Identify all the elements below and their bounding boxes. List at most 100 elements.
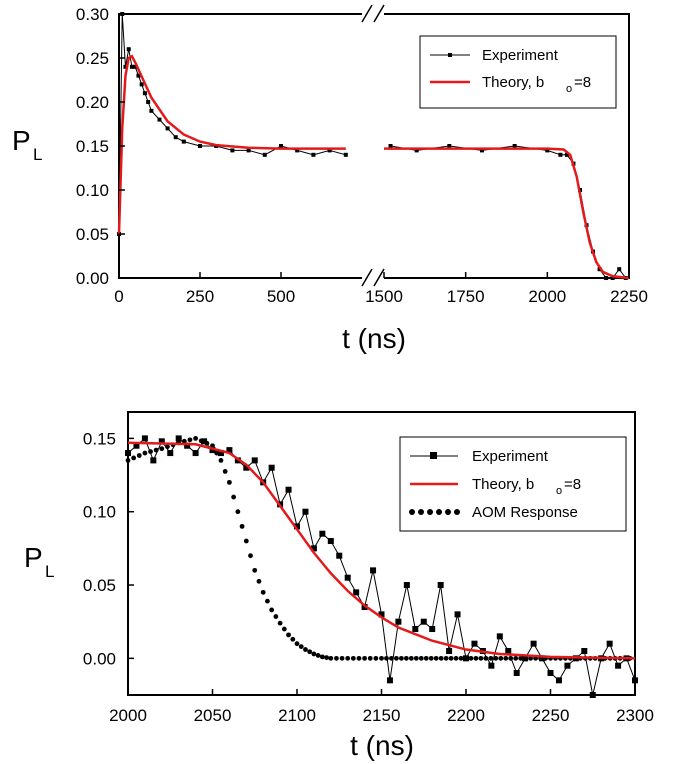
bottom-series-layer [125,435,638,698]
top-legend-box [419,35,617,109]
bottom-aom-dot [408,655,414,661]
bottom-experiment-point [251,457,258,464]
top-experiment-point [165,126,170,131]
bottom-legend: Experiment Theory, b o =8 AOM Response [399,436,627,532]
top-experiment-point [133,64,138,69]
bottom-experiment-point [150,457,157,464]
bottom-aom-dot [433,655,439,661]
bottom-aom-dot [159,446,165,452]
bottom-x-tick-label: 2100 [278,706,316,725]
bottom-aom-dot [243,538,249,544]
bottom-chart: 2000 2050 2100 2150 2200 2250 2300 0.00 0.05 0.10… [24,411,654,761]
bottom-experiment-point [285,486,292,493]
bottom-x-tick-label: 2150 [363,706,401,725]
bottom-aom-dot [248,553,253,559]
bottom-aom-dot [413,655,419,661]
bottom-experiment-point [522,655,529,662]
bottom-experiment-point [209,447,216,454]
bottom-experiment-point [201,438,208,445]
top-y-tick-label: 0.15 [76,137,109,156]
top-axis-break-mark [361,4,373,23]
bottom-aom-dot [265,598,270,604]
top-y-tick-label: 0.30 [76,5,109,24]
top-y-axis-title: P L [12,125,42,164]
top-experiment-point [604,276,609,280]
bottom-aom-dot [438,655,444,661]
bottom-aom-dot [187,437,193,443]
bottom-experiment-point [344,574,351,581]
top-axis-break-gap-bottom [362,270,384,286]
top-experiment-point [126,47,131,52]
bottom-legend-swatch-aom [409,509,460,515]
top-experiment-point [343,152,348,157]
bottom-x-tick-label: 2300 [616,706,654,725]
top-y-tick-label: 0.05 [76,225,109,244]
top-experiment-point [142,91,147,96]
top-experiment-point [480,148,484,153]
top-legend-label-theory: Theory, b [482,74,544,91]
bottom-experiment-point [386,677,393,684]
top-experiment-point [262,152,267,157]
bottom-experiment-point [606,640,613,647]
bottom-experiment-point [488,662,495,669]
bottom-aom-dot [210,443,215,449]
bottom-experiment-point [319,530,326,537]
bottom-aom-dot [334,655,339,661]
bottom-experiment-point [217,450,224,457]
bottom-axes: 2000 2050 2100 2150 2200 2250 2300 0.00 0.05 0.10… [83,429,654,725]
bottom-aom-dot [294,641,300,647]
bottom-legend-label-theory-suffix: =8 [564,476,581,493]
top-experiment-point [198,144,202,148]
bottom-experiment-point [429,626,436,633]
bottom-aom-dot [428,655,434,661]
bottom-aom-dot [367,655,373,661]
bottom-experiment-point [581,648,588,655]
top-y-tick-label: 0.20 [76,93,109,112]
bottom-experiment-point [167,450,174,457]
bottom-aom-dot [315,653,321,658]
bottom-aom-dot [403,655,409,661]
top-experiment-point [564,152,569,157]
top-axis-break-mark [373,268,385,287]
bottom-experiment-point [564,662,571,669]
bottom-aom-dot [356,655,362,661]
top-experiment-point [139,82,144,87]
bottom-experiment-point [454,611,461,618]
bottom-y-axis-title: P L [24,542,54,581]
bottom-aom-dot [222,468,228,474]
bottom-aom-dot [458,655,464,661]
bottom-y-axis-title-main: P [24,542,43,573]
bottom-aom-dot [303,647,308,652]
top-experiment-point [173,135,178,140]
bottom-aom-dot [281,626,287,632]
bottom-experiment-point [370,567,377,574]
bottom-aom-dot [286,632,291,638]
top-theory-line-segment-2 [384,147,630,280]
bottom-aom-dot [448,655,454,661]
top-experiment-point [610,276,615,280]
bottom-experiment-point [327,538,334,545]
top-axis-break-gap-top [362,6,384,22]
bottom-experiment-point [395,618,402,625]
bottom-experiment-point [530,640,537,647]
bottom-experiment-point [632,677,638,684]
top-theory-line-segment-1 [117,54,346,235]
bottom-aom-dot [290,636,296,642]
bottom-experiment-point [310,545,317,552]
top-y-axis-title-sub: L [33,145,42,164]
top-experiment-line-segment-2 [390,145,627,279]
bottom-aom-dot [298,644,304,650]
bottom-experiment-point [513,670,520,677]
bottom-aom-dot [345,655,351,661]
bottom-aom-dot [235,509,241,515]
bottom-experiment-point [302,508,309,515]
top-legend-label-theory-suffix: =8 [574,74,591,91]
bottom-aom-dot [142,450,148,456]
top-experiment-point [558,152,563,157]
top-experiment-point [512,144,517,148]
bottom-experiment-point [403,582,410,589]
bottom-aom-dot [468,655,474,661]
bottom-legend-marker-experiment [430,452,437,459]
bottom-aom-dot [231,494,237,500]
